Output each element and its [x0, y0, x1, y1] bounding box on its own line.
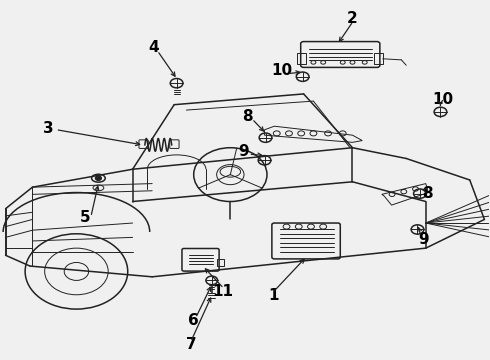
Text: 8: 8: [422, 186, 433, 201]
Text: 9: 9: [418, 232, 429, 247]
Text: 9: 9: [239, 144, 249, 159]
Text: 8: 8: [242, 109, 252, 124]
Circle shape: [96, 176, 101, 180]
Text: 6: 6: [188, 313, 199, 328]
Text: 4: 4: [148, 40, 159, 55]
Text: 10: 10: [271, 63, 293, 78]
Text: 11: 11: [213, 284, 234, 299]
Text: 1: 1: [268, 288, 279, 303]
Text: 7: 7: [186, 337, 196, 352]
Text: 10: 10: [432, 92, 453, 107]
Text: 3: 3: [43, 121, 54, 135]
Text: 2: 2: [347, 11, 358, 26]
Text: 5: 5: [79, 210, 90, 225]
